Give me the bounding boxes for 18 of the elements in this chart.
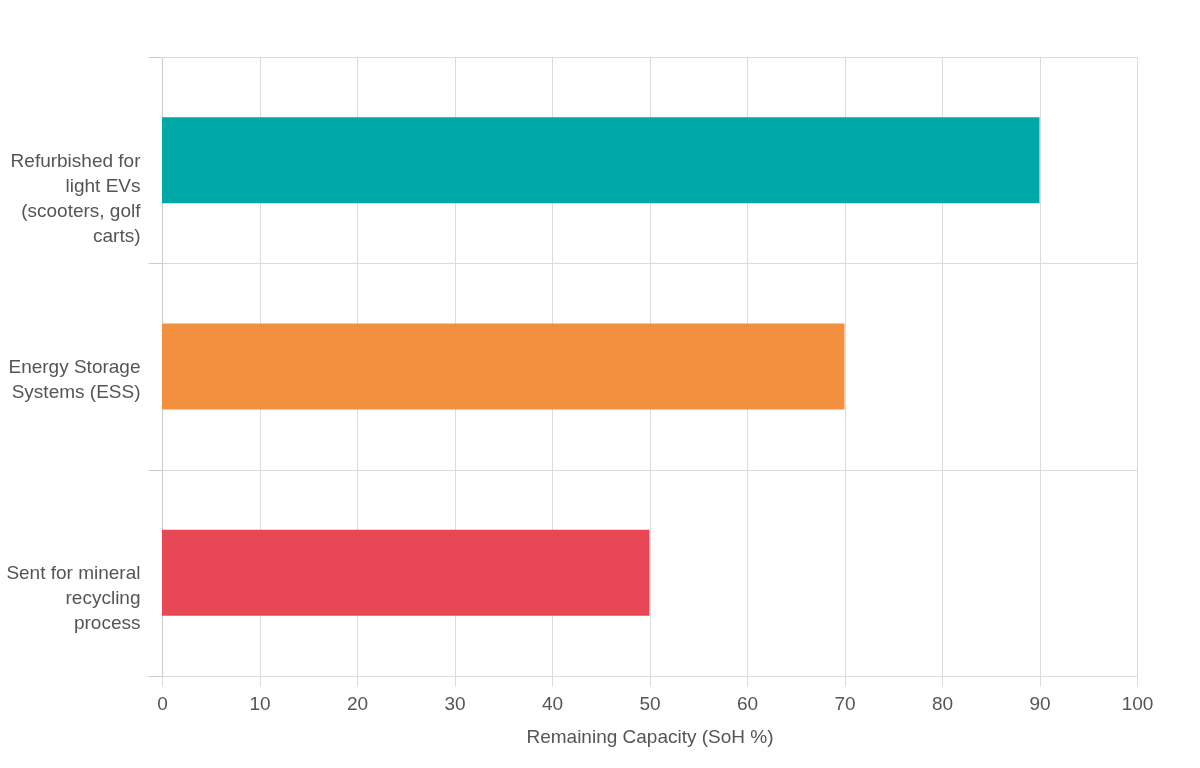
x-tick-label: 0	[157, 692, 168, 714]
x-tick-label: 100	[1121, 692, 1154, 714]
y-tick-label: Energy Storage Systems (ESS)	[8, 356, 141, 402]
x-tick-label: 80	[931, 692, 954, 714]
x-tick-label: 70	[834, 692, 856, 714]
bar	[162, 529, 650, 616]
y-tick-label: Refurbished for light EVs (scooters, golf carts)	[10, 149, 142, 246]
x-tick-label: 50	[639, 692, 661, 714]
x-tick-label: 60	[736, 692, 759, 714]
x-tick-label: 40	[541, 692, 564, 714]
x-tick-label: 90	[1029, 692, 1051, 714]
x-tick-label: 30	[444, 692, 466, 714]
bar	[162, 117, 1040, 204]
x-tick-label: 10	[249, 692, 271, 714]
x-tick-label: 20	[346, 692, 369, 714]
x-axis-title: Remaining Capacity (SoH %)	[526, 725, 774, 747]
bar	[162, 323, 845, 410]
y-tick-label: Sent for mineral recycling process	[6, 562, 141, 634]
